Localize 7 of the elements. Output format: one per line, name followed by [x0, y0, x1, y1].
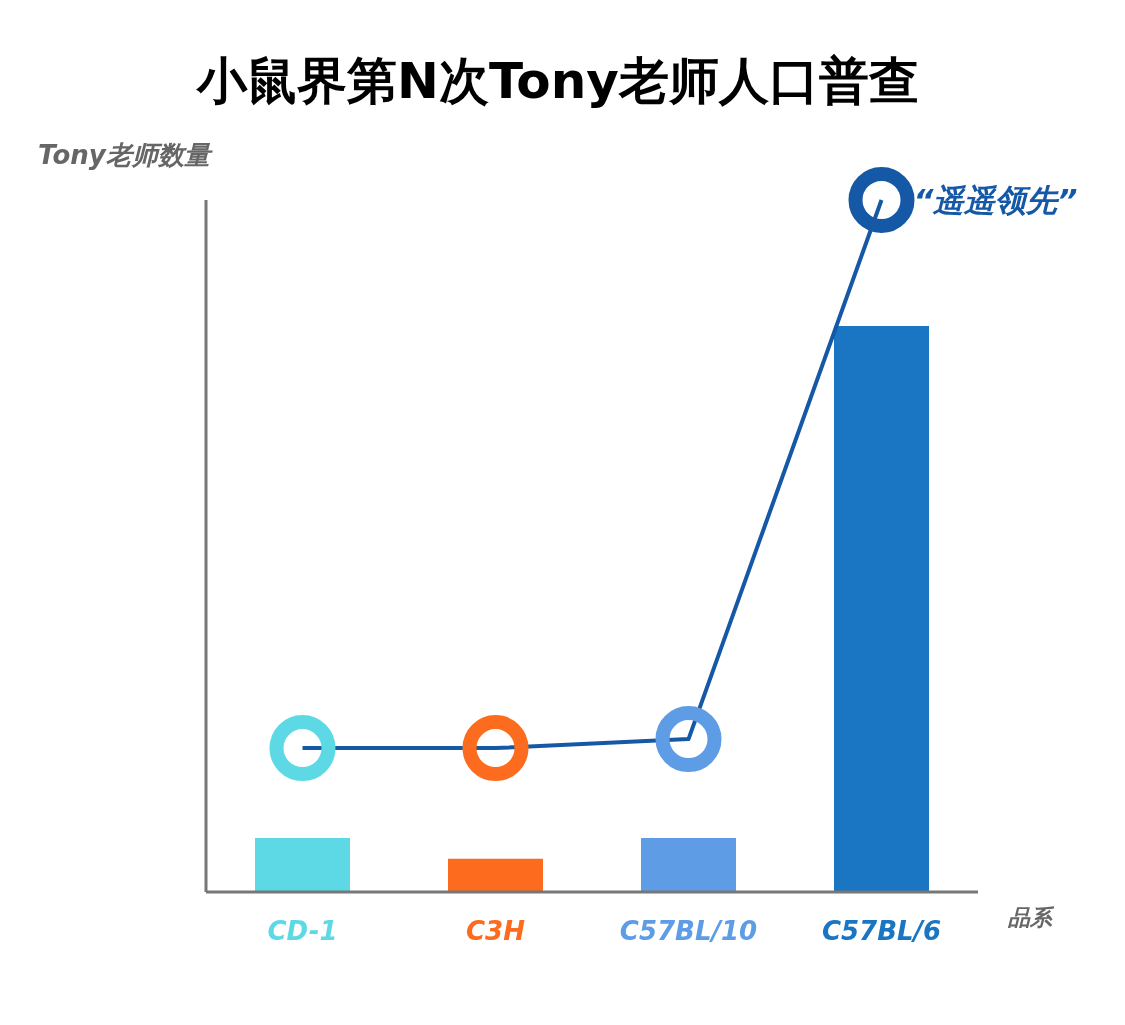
x-tick-label: C57BL/10	[619, 916, 758, 946]
x-tick-label: C3H	[466, 916, 526, 946]
chart-title: 小鼠界第N次Tony老师人口普查	[195, 51, 920, 112]
x-axis-title: 品系	[1008, 904, 1052, 932]
annotation: “遥遥领先”	[913, 182, 1078, 219]
x-tick-label: C57BL/6	[821, 916, 942, 946]
x-tick-label: CD-1	[267, 916, 338, 946]
